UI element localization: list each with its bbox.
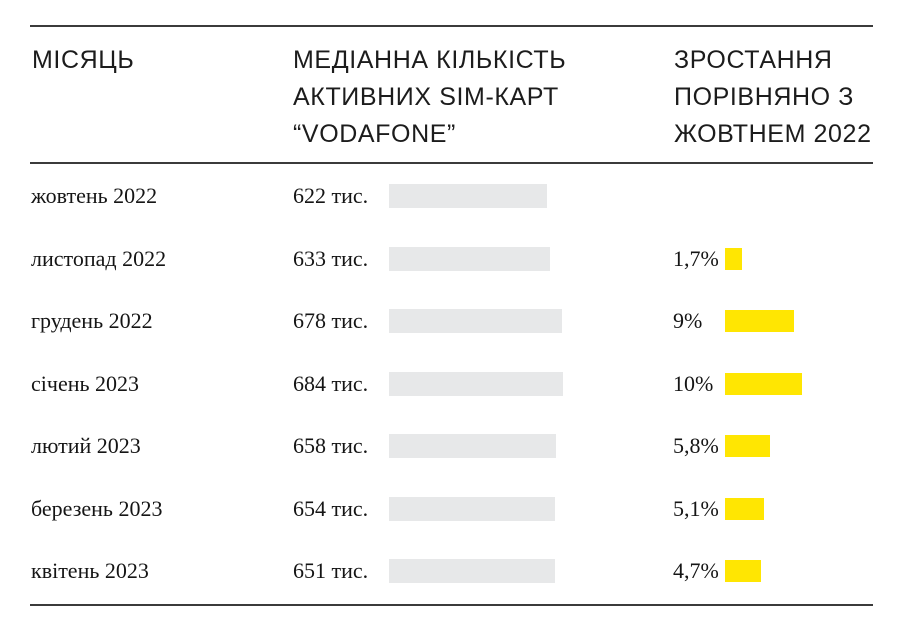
count-label: 654 тис.: [293, 495, 369, 521]
count-bar: [389, 246, 550, 271]
header-growth: ЗРОСТАННЯ ПОРІВНЯНО З ЖОВТНЕМ 2022: [674, 42, 894, 153]
growth-bar: [725, 310, 795, 333]
count-bar: [389, 371, 563, 396]
month-label: квітень 2023: [31, 558, 149, 584]
table-row: листопад 2022 633 тис. 1,7%: [0, 228, 911, 291]
count-label: 651 тис.: [293, 558, 369, 584]
count-bar: [389, 309, 562, 334]
top-rule: [30, 25, 873, 27]
count-bar: [389, 496, 556, 521]
header-count-line: МЕДІАННА КІЛЬКІСТЬ: [293, 46, 567, 74]
table-row: березень 2023 654 тис. 5,1%: [0, 478, 911, 541]
count-label: 633 тис.: [293, 245, 369, 271]
count-label: 658 тис.: [293, 433, 369, 459]
month-label: березень 2023: [31, 495, 163, 521]
growth-label: 4,7%: [673, 558, 719, 584]
month-label: жовтень 2022: [31, 183, 158, 209]
growth-label: 10%: [673, 370, 714, 396]
month-label: лютий 2023: [31, 433, 141, 459]
growth-label: 5,8%: [673, 433, 719, 459]
table-row: лютий 2023 658 тис. 5,8%: [0, 415, 911, 478]
count-bar: [389, 559, 555, 584]
count-bar: [389, 434, 557, 459]
growth-bar: [725, 497, 765, 520]
table-rows: жовтень 2022 622 тис. листопад 2022 633 …: [0, 165, 911, 603]
growth-bar: [725, 560, 762, 583]
growth-bar: [725, 435, 770, 458]
table-row: квітень 2023 651 тис. 4,7%: [0, 540, 911, 603]
month-label: листопад 2022: [31, 245, 167, 271]
header-count: МЕДІАННА КІЛЬКІСТЬ АКТИВНИХ SIM-КАРТ “VO…: [293, 42, 623, 153]
table-row: січень 2023 684 тис. 10%: [0, 353, 911, 416]
header-growth-line: ЗРОСТАННЯ: [674, 46, 833, 74]
table-row: жовтень 2022 622 тис.: [0, 165, 911, 228]
header-count-line: АКТИВНИХ SIM-КАРТ: [293, 83, 559, 111]
count-bar: [389, 184, 548, 209]
growth-label: 9%: [673, 308, 703, 334]
count-label: 678 тис.: [293, 308, 369, 334]
growth-label: 1,7%: [673, 245, 719, 271]
growth-label: 5,1%: [673, 495, 719, 521]
table-header: МІСЯЦЬ МЕДІАННА КІЛЬКІСТЬ АКТИВНИХ SIM-К…: [0, 42, 911, 160]
month-label: грудень 2022: [31, 308, 153, 334]
header-growth-line: ЖОВТНЕМ 2022: [674, 120, 872, 148]
header-month: МІСЯЦЬ: [32, 42, 282, 79]
header-month-label: МІСЯЦЬ: [32, 46, 135, 74]
growth-bar: [725, 247, 742, 270]
bottom-rule: [30, 604, 873, 606]
header-count-line: “VODAFONE”: [293, 120, 456, 148]
growth-bar: [725, 372, 802, 395]
header-rule: [30, 162, 873, 164]
count-label: 684 тис.: [293, 370, 369, 396]
count-label: 622 тис.: [293, 183, 369, 209]
month-label: січень 2023: [31, 370, 140, 396]
header-growth-line: ПОРІВНЯНО З: [674, 83, 854, 111]
table-row: грудень 2022 678 тис. 9%: [0, 290, 911, 353]
